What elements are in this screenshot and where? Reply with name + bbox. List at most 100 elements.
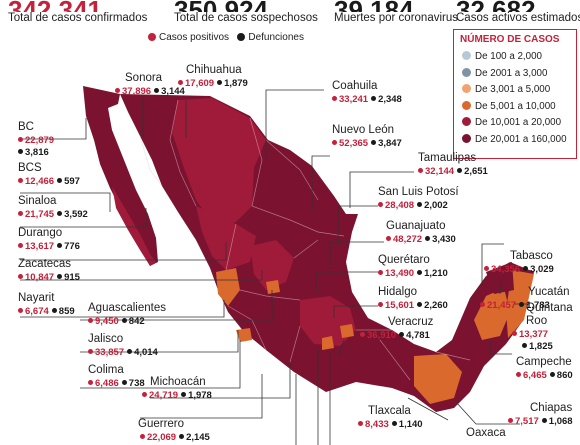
cases-dot-icon <box>386 236 391 241</box>
state-label-oaxaca: Oaxaca <box>466 427 506 440</box>
state-name: Aguascalientes <box>88 302 166 314</box>
state-deaths: 3,592 <box>64 209 88 220</box>
stat-deaths-value: 39,184 <box>334 0 458 12</box>
deaths-dot-icon <box>179 434 185 439</box>
range-legend-item: De 10,001 a 20,000 <box>454 115 576 132</box>
state-cases: 33,857 <box>95 347 125 358</box>
state-deaths: 1,783 <box>526 300 550 311</box>
map-bcs <box>112 186 156 266</box>
range-legend-item: De 3,001 a 5,000 <box>454 82 576 99</box>
state-cases: 32,144 <box>425 166 455 177</box>
map-yucatan <box>486 262 514 294</box>
state-cases: 15,601 <box>385 300 415 311</box>
state-cases: 34,356 <box>491 264 521 275</box>
state-label-sonora: Sonora 37,896 3,144 <box>115 72 185 98</box>
state-label-campeche: Campeche 6,465 860 <box>516 356 573 382</box>
deaths-dot-icon <box>417 202 423 207</box>
range-dot-icon <box>462 100 471 110</box>
deaths-dot-icon <box>57 274 63 279</box>
map-chihuahua <box>172 98 266 226</box>
cases-dot-icon <box>18 308 23 313</box>
cases-dot-icon <box>115 88 120 93</box>
state-deaths: 1,210 <box>424 268 448 279</box>
deaths-dot-icon <box>371 96 377 101</box>
map-zacatecas <box>250 240 294 290</box>
cases-dot-icon <box>18 137 23 142</box>
state-cases: 37,896 <box>122 86 152 97</box>
range-dot-icon <box>462 84 471 93</box>
state-deaths: 2,145 <box>186 432 210 443</box>
state-cases: 21,457 <box>487 300 517 311</box>
cases-dot-icon <box>512 331 517 336</box>
cases-dot-icon <box>378 202 383 207</box>
state-cases: 36,910 <box>367 330 397 341</box>
state-deaths: 2,651 <box>464 166 488 177</box>
state-label-nayarit: Nayarit 6,674 859 <box>18 292 75 318</box>
state-deaths: 3,816 <box>25 147 49 158</box>
deaths-dot-icon <box>371 140 377 145</box>
state-name: Sonora <box>125 72 163 84</box>
state-label-chihuahua: Chihuahua 17,609 1,879 <box>178 64 248 90</box>
state-label-bc: BC 22,879 3,816 <box>18 121 54 159</box>
deaths-dot-icon <box>217 80 223 85</box>
deaths-dot-icon <box>121 318 127 323</box>
deaths-dot-icon <box>57 178 63 183</box>
deaths-dot-icon <box>57 243 63 248</box>
state-cases: 13,490 <box>385 268 415 279</box>
map-oaxaca <box>414 354 462 404</box>
state-name: Campeche <box>516 356 572 368</box>
deaths-dot-icon <box>519 302 525 307</box>
map-morelos <box>322 336 334 350</box>
state-label-yucatan: Yucatán 21,457 1,783 <box>480 286 570 312</box>
state-deaths: 3,029 <box>530 264 554 275</box>
state-cases: 6,674 <box>25 306 49 317</box>
state-label-guanajuato: Guanajuato 48,272 3,430 <box>386 220 456 246</box>
deaths-dot-icon <box>127 349 133 354</box>
cases-dot-icon <box>88 349 93 354</box>
state-name: Chiapas <box>530 402 573 414</box>
state-name: Oaxaca <box>466 427 506 439</box>
state-label-quintana-roo: Quintana Roo 13,377 1,825 <box>512 302 576 353</box>
deaths-dot-icon <box>417 270 423 275</box>
state-deaths: 2,002 <box>424 200 448 211</box>
state-name: Michoacán <box>150 376 206 388</box>
stat-suspected: 350,924 Total de casos sospechosos <box>174 0 318 24</box>
state-name: Chihuahua <box>186 64 242 76</box>
cases-dot-icon <box>332 96 337 101</box>
stat-deaths-label: Muertes por coronavirus <box>334 12 458 24</box>
state-deaths: 1,978 <box>188 390 212 401</box>
state-cases: 7,517 <box>515 416 539 427</box>
state-label-sinaloa: Sinaloa 21,745 3,592 <box>18 195 88 221</box>
state-label-tamaulipas: Tamaulipas 32,144 2,651 <box>418 152 488 178</box>
cases-dot-icon <box>332 140 337 145</box>
state-name: Yucatán <box>528 286 570 298</box>
range-legend-label: De 10,001 a 20,000 <box>475 117 562 128</box>
state-label-colima: Colima 6,486 738 <box>88 364 145 390</box>
cases-dot-icon <box>178 80 183 85</box>
range-legend: NÚMERO DE CASOS De 100 a 2,000 De 2001 a… <box>453 29 577 159</box>
range-legend-label: De 100 a 2,000 <box>475 51 542 62</box>
state-name: Coahuila <box>332 80 378 92</box>
state-name: Guerrero <box>138 418 185 430</box>
state-name: Querétaro <box>378 254 430 266</box>
state-label-guerrero: Guerrero 22,069 2,145 <box>138 418 210 444</box>
state-label-hidalgo: Hidalgo 15,601 2,260 <box>378 286 448 312</box>
state-cases: 17,609 <box>185 78 215 89</box>
state-cases: 9,450 <box>95 316 119 327</box>
range-legend-label: De 5,001 a 10,000 <box>475 100 556 112</box>
state-name: Veracruz <box>388 316 434 328</box>
state-label-veracruz: Veracruz 36,910 4,781 <box>360 316 434 342</box>
state-label-zacatecas: Zacatecas 10,847 915 <box>18 258 80 284</box>
state-cases: 6,486 <box>95 378 119 389</box>
state-cases: 24,719 <box>149 390 179 401</box>
cases-dot-icon <box>378 270 383 275</box>
state-label-michoacan: Michoacán 24,719 1,978 <box>142 376 212 402</box>
map-nayarit <box>216 268 240 306</box>
range-legend-item: De 5,001 a 10,000 <box>454 99 576 116</box>
state-name: Tlaxcala <box>368 405 411 417</box>
deaths-dot-icon <box>549 372 555 377</box>
state-cases: 22,879 <box>25 135 55 146</box>
state-label-coahuila: Coahuila 33,241 2,348 <box>332 80 402 106</box>
state-name: Sinaloa <box>18 195 57 207</box>
state-deaths: 1,825 <box>529 341 553 352</box>
